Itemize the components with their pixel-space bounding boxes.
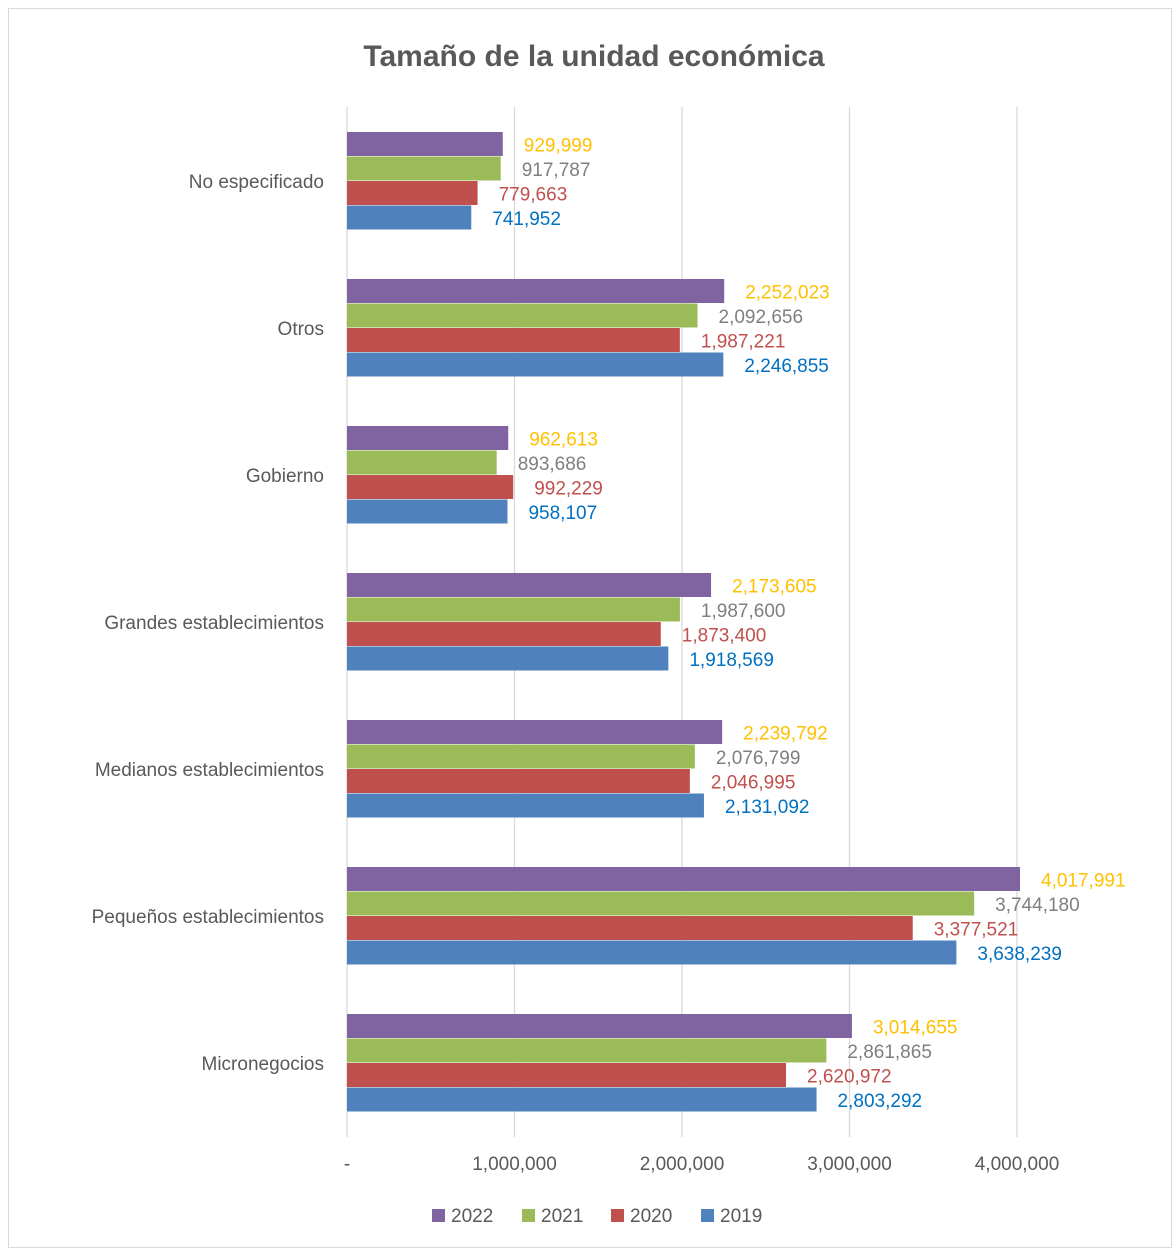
bar-grandes-establecimientos-2020	[347, 622, 661, 646]
data-label: 958,107	[528, 503, 597, 524]
bar-micronegocios-2020	[347, 1063, 787, 1087]
category-label: Pequeños establecimientos	[92, 907, 324, 928]
bar-no-especificado-2020	[347, 181, 478, 205]
data-label: 2,092,656	[719, 307, 804, 328]
data-label: 779,663	[499, 184, 568, 205]
legend-item-2022[interactable]: 2022	[432, 1206, 493, 1227]
data-label: 917,787	[522, 160, 591, 181]
bar-micronegocios-2021	[347, 1038, 827, 1063]
x-tick-label: 2,000,000	[640, 1154, 725, 1175]
data-label: 741,952	[492, 209, 561, 230]
data-label: 2,620,972	[807, 1066, 892, 1087]
legend[interactable]: 2022 2021 2020 2019	[432, 1206, 762, 1227]
bar-gobierno-2020	[347, 475, 514, 499]
x-axis-tick-labels: - 1,000,000 2,000,000 3,000,000 4,000,000	[344, 1154, 1059, 1175]
bar-grandes-establecimientos-2019	[347, 646, 669, 671]
data-label: 4,017,991	[1041, 870, 1126, 891]
data-label: 3,638,239	[977, 944, 1062, 965]
category-labels: No especificado Otros Gobierno Grandes esta…	[92, 172, 324, 1075]
bar-gobierno-2022	[347, 426, 509, 450]
bar-otros-2022	[347, 279, 725, 303]
data-label: 2,076,799	[716, 748, 801, 769]
bar-medianos-establecimientos-2021	[347, 744, 695, 769]
legend-label: 2020	[630, 1206, 672, 1227]
data-label: 1,918,569	[689, 650, 774, 671]
data-label: 3,377,521	[934, 919, 1019, 940]
bar-no-especificado-2021	[347, 156, 501, 181]
bar-gobierno-2021	[347, 450, 497, 475]
category-label: Medianos establecimientos	[95, 760, 324, 781]
bar-medianos-establecimientos-2022	[347, 720, 723, 744]
data-label: 929,999	[524, 135, 593, 156]
bar-pequenos-establecimientos-2022	[347, 867, 1021, 891]
data-label: 893,686	[518, 454, 587, 475]
bar-pequenos-establecimientos-2021	[347, 891, 975, 916]
legend-swatch	[701, 1209, 714, 1222]
bars	[347, 132, 1021, 1112]
legend-swatch	[522, 1209, 535, 1222]
bar-gobierno-2019	[347, 499, 508, 524]
bar-no-especificado-2019	[347, 205, 472, 230]
bar-no-especificado-2022	[347, 132, 503, 156]
data-label: 2,252,023	[745, 282, 830, 303]
bar-grandes-establecimientos-2021	[347, 597, 680, 622]
category-label: Otros	[278, 319, 324, 340]
bar-otros-2020	[347, 328, 680, 352]
data-label: 1,987,221	[701, 331, 786, 352]
data-labels: 929,999 917,787 779,663 741,952 2,252,023 2,0…	[492, 135, 1125, 1112]
data-label: 1,987,600	[701, 601, 786, 622]
bar-medianos-establecimientos-2019	[347, 793, 704, 818]
bar-pequenos-establecimientos-2020	[347, 916, 913, 940]
legend-item-2019[interactable]: 2019	[701, 1206, 762, 1227]
data-label: 3,744,180	[995, 895, 1080, 916]
data-label: 2,239,792	[743, 723, 828, 744]
bar-otros-2021	[347, 303, 698, 328]
category-label: Micronegocios	[202, 1054, 325, 1075]
data-label: 2,803,292	[838, 1091, 923, 1112]
data-label: 3,014,655	[873, 1017, 958, 1038]
bar-grandes-establecimientos-2022	[347, 573, 712, 597]
data-label: 1,873,400	[682, 625, 767, 646]
legend-item-2020[interactable]: 2020	[611, 1206, 672, 1227]
data-label: 2,861,865	[847, 1042, 932, 1063]
x-tick-label: 3,000,000	[807, 1154, 892, 1175]
category-label: Gobierno	[246, 466, 324, 487]
legend-swatch	[432, 1209, 445, 1222]
legend-item-2021[interactable]: 2021	[522, 1206, 583, 1227]
x-tick-label: 1,000,000	[472, 1154, 557, 1175]
category-label: Grandes establecimientos	[104, 613, 324, 634]
data-label: 992,229	[534, 478, 603, 499]
chart-title: Tamaño de la unidad económica	[363, 40, 825, 73]
bar-pequenos-establecimientos-2019	[347, 940, 957, 965]
bar-micronegocios-2019	[347, 1087, 817, 1112]
category-label: No especificado	[189, 172, 324, 193]
data-label: 2,173,605	[732, 576, 817, 597]
legend-label: 2022	[451, 1206, 493, 1227]
x-tick-label: -	[344, 1154, 350, 1175]
legend-label: 2021	[541, 1206, 583, 1227]
bar-medianos-establecimientos-2020	[347, 769, 690, 793]
legend-swatch	[611, 1209, 624, 1222]
data-label: 2,131,092	[725, 797, 810, 818]
data-label: 2,246,855	[744, 356, 829, 377]
legend-label: 2019	[720, 1206, 762, 1227]
data-label: 2,046,995	[711, 772, 796, 793]
data-label: 962,613	[529, 429, 598, 450]
bar-otros-2019	[347, 352, 724, 377]
bar-micronegocios-2022	[347, 1014, 852, 1038]
x-tick-label: 4,000,000	[975, 1154, 1060, 1175]
